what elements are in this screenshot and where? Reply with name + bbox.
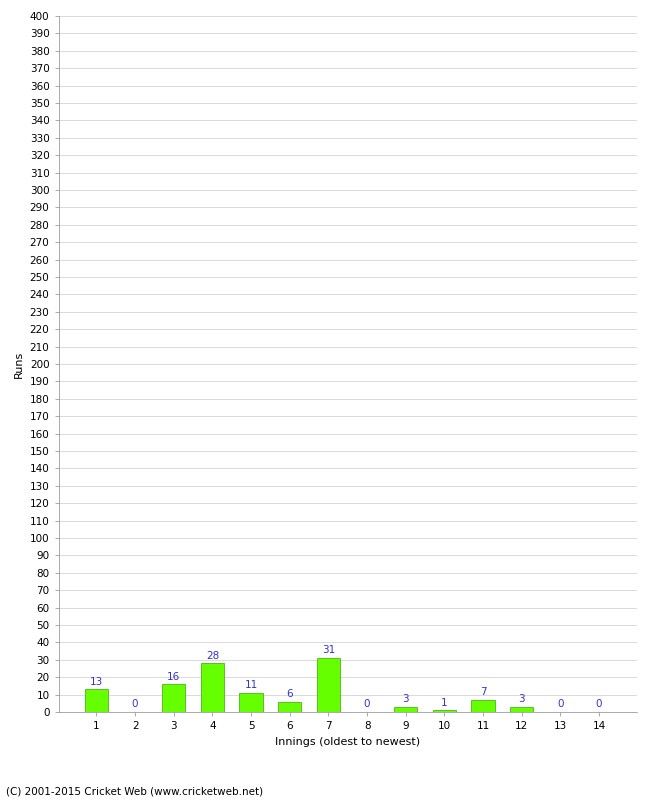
Bar bbox=[84, 690, 108, 712]
Bar bbox=[394, 706, 417, 712]
Bar bbox=[278, 702, 302, 712]
Text: 13: 13 bbox=[90, 677, 103, 686]
Bar bbox=[471, 700, 495, 712]
Bar bbox=[433, 710, 456, 712]
Bar bbox=[201, 663, 224, 712]
Text: 7: 7 bbox=[480, 687, 486, 698]
Bar bbox=[162, 684, 185, 712]
Text: 28: 28 bbox=[206, 650, 219, 661]
Bar bbox=[510, 706, 534, 712]
Text: 0: 0 bbox=[596, 699, 603, 710]
Text: 31: 31 bbox=[322, 646, 335, 655]
Text: 6: 6 bbox=[287, 689, 293, 699]
Text: 3: 3 bbox=[519, 694, 525, 704]
Bar bbox=[317, 658, 340, 712]
Text: 16: 16 bbox=[167, 671, 180, 682]
Text: 0: 0 bbox=[557, 699, 564, 710]
Text: 3: 3 bbox=[402, 694, 409, 704]
Y-axis label: Runs: Runs bbox=[14, 350, 24, 378]
Bar bbox=[239, 693, 263, 712]
Text: 0: 0 bbox=[132, 699, 138, 710]
Text: 0: 0 bbox=[364, 699, 370, 710]
Text: (C) 2001-2015 Cricket Web (www.cricketweb.net): (C) 2001-2015 Cricket Web (www.cricketwe… bbox=[6, 786, 264, 796]
Text: 1: 1 bbox=[441, 698, 448, 708]
Text: 11: 11 bbox=[244, 680, 257, 690]
X-axis label: Innings (oldest to newest): Innings (oldest to newest) bbox=[275, 737, 421, 746]
